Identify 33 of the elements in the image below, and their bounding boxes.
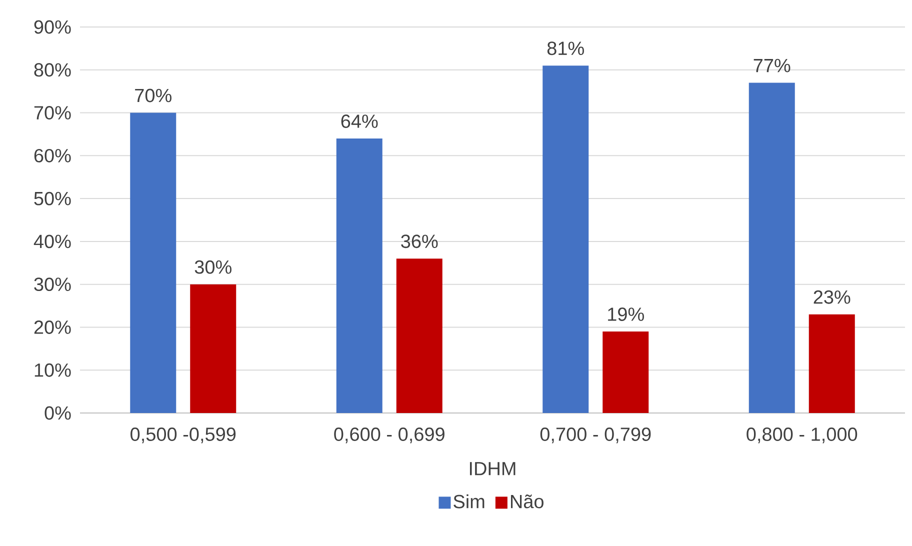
y-tick-label: 20% (34, 320, 71, 334)
legend-label: Não (510, 494, 544, 508)
y-tick-label: 80% (34, 63, 71, 77)
x-axis-title: IDHM (470, 462, 516, 476)
bar (130, 112, 176, 413)
legend-label: Sim (454, 494, 484, 508)
y-tick-label: 0% (44, 406, 71, 420)
y-tick-label: 70% (34, 106, 71, 120)
bar (396, 258, 442, 413)
data-label: 81% (547, 42, 584, 56)
y-tick-label: 40% (34, 234, 71, 248)
bar (542, 66, 589, 413)
data-label: 30% (194, 260, 232, 274)
x-tick-label: 0,500 -0,599 (130, 428, 236, 444)
data-label: 23% (814, 290, 850, 304)
data-label: 70% (135, 88, 172, 102)
y-tick-label: 60% (34, 148, 71, 162)
bar (190, 284, 236, 413)
x-tick-label: 0,800 - 1,000 (746, 428, 858, 444)
bar (602, 332, 649, 413)
bar (808, 314, 855, 413)
data-label: 36% (401, 234, 438, 248)
y-tick-label: 30% (34, 278, 71, 292)
y-tick-label: 10% (34, 363, 71, 377)
data-label: 64% (341, 114, 378, 128)
data-label: 19% (608, 308, 644, 321)
data-label: 77% (754, 58, 790, 72)
bar (336, 138, 382, 413)
bar (748, 82, 795, 413)
x-tick-label: 0,600 - 0,699 (334, 428, 444, 444)
y-tick-label: 90% (34, 20, 71, 34)
y-tick-label: 50% (34, 192, 71, 206)
x-tick-label: 0,700 - 0,799 (540, 428, 651, 444)
